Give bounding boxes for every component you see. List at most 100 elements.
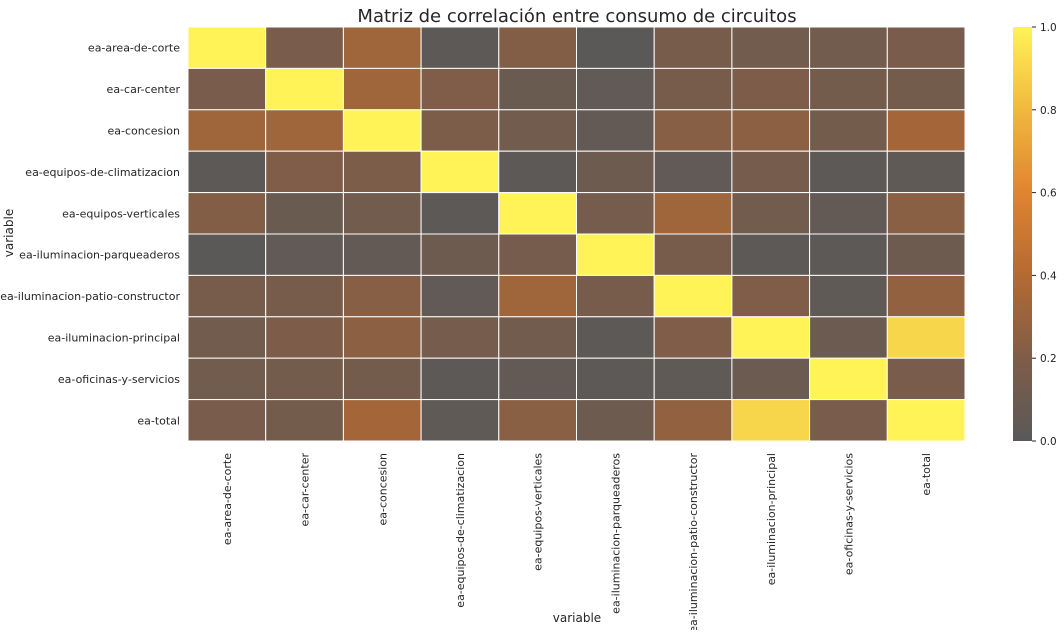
heatmap-cell bbox=[653, 274, 733, 318]
heatmap-cell bbox=[498, 274, 577, 318]
heatmap-cell bbox=[886, 109, 966, 152]
y-tick-label: ea-area-de-corte bbox=[88, 42, 180, 55]
heatmap-cell bbox=[420, 357, 500, 401]
heatmap-cell bbox=[420, 67, 500, 111]
heatmap-cell bbox=[886, 26, 966, 69]
heatmap-cell bbox=[731, 26, 811, 69]
heatmap-cell bbox=[342, 274, 422, 318]
heatmap-cell bbox=[187, 150, 267, 194]
heatmap-cell bbox=[731, 233, 811, 276]
heatmap-cell bbox=[731, 316, 811, 359]
x-tick-label: ea-car-center bbox=[299, 453, 312, 527]
heatmap-cell bbox=[731, 274, 811, 318]
heatmap-cell bbox=[342, 150, 422, 194]
y-tick-label: ea-car-center bbox=[107, 83, 181, 96]
y-tick-labels: ea-area-de-corte ea-car-center ea-concesio… bbox=[0, 42, 180, 428]
heatmap-cell bbox=[265, 150, 344, 194]
heatmap-cell bbox=[653, 109, 733, 152]
heatmap-cell bbox=[576, 316, 655, 359]
y-axis-label: variable bbox=[2, 209, 16, 257]
heatmap-cell bbox=[342, 233, 422, 276]
heatmap-cell bbox=[886, 192, 966, 235]
x-tick-label: ea-iluminacion-patio-constructor bbox=[687, 453, 700, 630]
heatmap-cell bbox=[886, 399, 966, 442]
heatmap-cell bbox=[187, 274, 267, 318]
heatmap-cell bbox=[576, 233, 655, 276]
chart-title: Matriz de correlación entre consumo de c… bbox=[357, 6, 796, 27]
x-tick-label: ea-iluminacion-parqueaderos bbox=[609, 453, 622, 614]
heatmap-cell bbox=[809, 399, 888, 442]
heatmap-cell bbox=[809, 192, 888, 235]
heatmap-cell bbox=[498, 399, 577, 442]
heatmap-cell bbox=[731, 150, 811, 194]
heatmap-cell bbox=[576, 109, 655, 152]
heatmap-cell bbox=[342, 316, 422, 359]
heatmap-cell bbox=[187, 67, 267, 111]
x-tick-label: ea-concesion bbox=[376, 453, 389, 526]
x-tick-labels: ea-area-de-corte ea-car-center ea-concesio… bbox=[221, 453, 933, 633]
colorbar-tick-label: 0.2 bbox=[1040, 353, 1057, 365]
colorbar-tick-label: 1.0 bbox=[1040, 22, 1057, 34]
heatmap-cell bbox=[653, 26, 733, 69]
x-tick-label: ea-iluminacion-principal bbox=[765, 453, 778, 585]
heatmap-cell bbox=[265, 67, 344, 111]
heatmap-cell bbox=[420, 316, 500, 359]
heatmap-cell bbox=[187, 109, 267, 152]
heatmap-cell bbox=[498, 233, 577, 276]
colorbar-tick-label: 0.8 bbox=[1040, 105, 1057, 117]
heatmap-cell bbox=[187, 233, 267, 276]
heatmap-cells bbox=[187, 26, 966, 442]
y-tick-label: ea-equipos-verticales bbox=[62, 207, 180, 220]
heatmap-cell bbox=[342, 109, 422, 152]
colorbar bbox=[1013, 27, 1032, 441]
heatmap-cell bbox=[342, 357, 422, 401]
heatmap-cell bbox=[731, 67, 811, 111]
heatmap-cell bbox=[265, 109, 344, 152]
heatmap-cell bbox=[342, 26, 422, 69]
heatmap-cell bbox=[420, 233, 500, 276]
heatmap-cell bbox=[576, 67, 655, 111]
heatmap-cell bbox=[576, 26, 655, 69]
x-tick-label: ea-equipos-de-climatizacion bbox=[454, 453, 467, 608]
heatmap-cell bbox=[653, 357, 733, 401]
x-axis-label: variable bbox=[553, 611, 601, 625]
heatmap-cell bbox=[809, 26, 888, 69]
colorbar-tick-label: 0.6 bbox=[1040, 188, 1057, 200]
heatmap-cell bbox=[498, 26, 577, 69]
heatmap-cell bbox=[809, 316, 888, 359]
y-tick-label: ea-equipos-de-climatizacion bbox=[25, 166, 180, 179]
heatmap-cell bbox=[886, 233, 966, 276]
x-tick-label: ea-total bbox=[920, 453, 933, 496]
heatmap-cell bbox=[265, 274, 344, 318]
heatmap-cell bbox=[498, 192, 577, 235]
heatmap-cell bbox=[498, 67, 577, 111]
heatmap-cell bbox=[731, 357, 811, 401]
heatmap-cell bbox=[653, 192, 733, 235]
heatmap-cell bbox=[809, 150, 888, 194]
heatmap-cell bbox=[731, 399, 811, 442]
heatmap-cell bbox=[420, 150, 500, 194]
heatmap-cell bbox=[809, 109, 888, 152]
heatmap-cell bbox=[809, 67, 888, 111]
x-tick-label: ea-equipos-verticales bbox=[532, 453, 545, 571]
heatmap-cell bbox=[886, 67, 966, 111]
heatmap-cell bbox=[886, 316, 966, 359]
y-tick-label: ea-iluminacion-parqueaderos bbox=[19, 249, 180, 262]
heatmap-cell bbox=[809, 274, 888, 318]
x-tick-label: ea-oficinas-y-servicios bbox=[842, 453, 855, 575]
heatmap-cell bbox=[265, 399, 344, 442]
heatmap-cell bbox=[187, 192, 267, 235]
heatmap-cell bbox=[265, 26, 344, 69]
heatmap-cell bbox=[498, 357, 577, 401]
heatmap-cell bbox=[420, 274, 500, 318]
heatmap-cell bbox=[420, 26, 500, 69]
heatmap-cell bbox=[653, 67, 733, 111]
heatmap-cell bbox=[187, 399, 267, 442]
y-tick-label: ea-iluminacion-principal bbox=[48, 332, 180, 345]
heatmap-cell bbox=[420, 399, 500, 442]
heatmap-cell bbox=[576, 192, 655, 235]
y-tick-label: ea-concesion bbox=[107, 125, 180, 138]
heatmap-cell bbox=[265, 357, 344, 401]
heatmap-cell bbox=[187, 357, 267, 401]
